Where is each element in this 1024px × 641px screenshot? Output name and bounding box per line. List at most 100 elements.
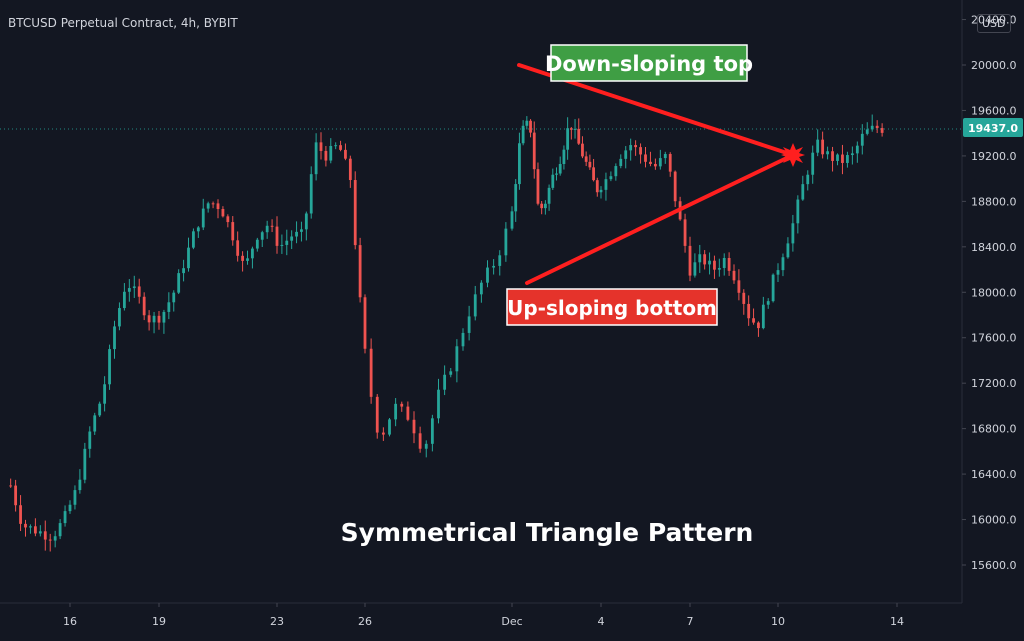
- candle-body: [732, 270, 736, 281]
- candle-body: [78, 479, 82, 491]
- candle-body: [152, 315, 156, 323]
- candle: [216, 199, 220, 219]
- time-axis[interactable]: 16 19 23 26 Dec 4 7 10 14: [63, 603, 904, 628]
- candle: [118, 302, 121, 331]
- candle: [196, 226, 200, 238]
- candle-body: [865, 129, 869, 134]
- candle: [255, 237, 259, 252]
- candle-body: [265, 225, 269, 233]
- candle: [604, 172, 608, 201]
- candle: [211, 201, 215, 209]
- candle-body: [860, 133, 864, 146]
- candle: [19, 495, 22, 532]
- candle-body: [663, 154, 667, 159]
- candle-body: [747, 303, 751, 319]
- candle: [304, 211, 308, 241]
- candle-body: [529, 120, 532, 133]
- candle-body: [108, 349, 111, 385]
- candle: [152, 311, 156, 334]
- candle-body: [103, 384, 107, 404]
- candle: [275, 216, 279, 254]
- candle: [324, 146, 328, 167]
- candle-body: [595, 180, 599, 193]
- candle: [329, 138, 333, 164]
- candle-body: [344, 149, 347, 159]
- candle-body: [437, 389, 440, 419]
- candle-body: [255, 239, 259, 249]
- candle-body: [406, 406, 410, 420]
- candle-body: [722, 258, 726, 268]
- candle-body: [658, 158, 662, 167]
- candle: [761, 296, 765, 330]
- candle: [127, 279, 131, 302]
- candle: [461, 328, 465, 351]
- candle-body: [443, 374, 447, 390]
- candle: [424, 440, 428, 458]
- apex-burst-icon: [781, 143, 805, 167]
- candle: [206, 201, 210, 213]
- candle-body: [547, 187, 551, 204]
- candle: [668, 152, 672, 177]
- candle: [629, 138, 633, 161]
- candle: [98, 401, 102, 417]
- candle-body: [122, 291, 126, 309]
- candle-body: [584, 156, 588, 162]
- candle: [708, 252, 711, 275]
- candle: [826, 146, 829, 160]
- candle-body: [846, 155, 849, 163]
- candle: [201, 198, 205, 231]
- candle: [38, 525, 42, 537]
- candle: [285, 229, 289, 256]
- candle: [353, 171, 357, 250]
- candle: [592, 158, 595, 182]
- candle-body: [703, 254, 707, 265]
- currency-badge[interactable]: USD: [977, 14, 1011, 33]
- candle-body: [592, 167, 595, 181]
- candle-body: [801, 184, 805, 200]
- candle-body: [137, 286, 141, 297]
- candle-body: [717, 267, 721, 270]
- candle-body: [875, 125, 879, 129]
- price-tick-label: 15600.0: [971, 559, 1017, 572]
- candle: [880, 123, 884, 137]
- candle: [467, 305, 471, 341]
- candle: [811, 145, 815, 184]
- bottom-label-box: [506, 288, 718, 326]
- candle-body: [831, 151, 834, 161]
- candle: [260, 230, 264, 247]
- price-tick-label: 16800.0: [971, 423, 1017, 436]
- candle: [226, 214, 230, 228]
- candle: [850, 146, 854, 165]
- candle-body: [624, 150, 628, 159]
- candle: [653, 158, 657, 170]
- candle: [162, 309, 166, 334]
- candle: [177, 269, 181, 295]
- candle: [573, 119, 577, 139]
- candle: [732, 264, 736, 284]
- candle: [83, 442, 87, 484]
- candle: [388, 417, 391, 437]
- candle-body: [300, 229, 303, 232]
- candle-body: [157, 315, 161, 323]
- candle-body: [649, 161, 652, 164]
- candle-body: [53, 536, 57, 541]
- price-axis[interactable]: 15600.0 16000.0 16400.0 16800.0 17200.0 17600…: [962, 14, 1017, 572]
- candle-body: [880, 128, 884, 133]
- candle-body: [192, 231, 195, 248]
- candle: [532, 121, 536, 179]
- candle: [172, 290, 176, 312]
- candle-body: [588, 161, 592, 168]
- candle: [375, 394, 379, 439]
- candle: [525, 116, 529, 130]
- candle-body: [473, 294, 477, 317]
- candle: [737, 269, 741, 301]
- candle-body: [147, 315, 151, 323]
- candle: [566, 117, 570, 160]
- candle: [309, 166, 313, 219]
- candle-body: [334, 145, 338, 147]
- time-tick-label: 14: [890, 615, 904, 628]
- candle-body: [614, 166, 618, 177]
- candle: [33, 518, 37, 537]
- candle-body: [668, 154, 672, 172]
